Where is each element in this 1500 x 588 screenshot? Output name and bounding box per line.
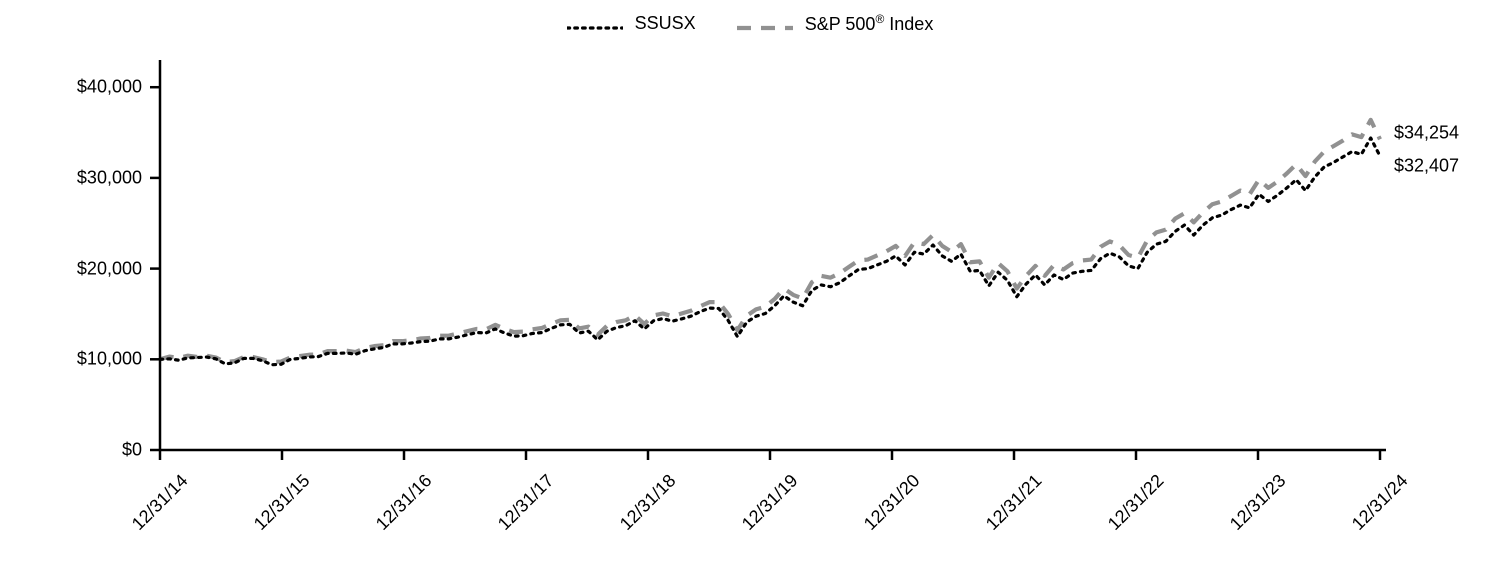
end-label-ssusx: $32,407 xyxy=(1394,156,1459,177)
end-label-sp500: $34,254 xyxy=(1394,123,1459,144)
y-tick-label: $30,000 xyxy=(0,167,142,188)
y-tick-label: $20,000 xyxy=(0,258,142,279)
y-tick-label: $0 xyxy=(0,440,142,461)
y-tick-label: $10,000 xyxy=(0,349,142,370)
growth-chart: SSUSX S&P 500® Index $0$10,000$20,000$30… xyxy=(0,0,1500,588)
y-tick-label: $40,000 xyxy=(0,77,142,98)
